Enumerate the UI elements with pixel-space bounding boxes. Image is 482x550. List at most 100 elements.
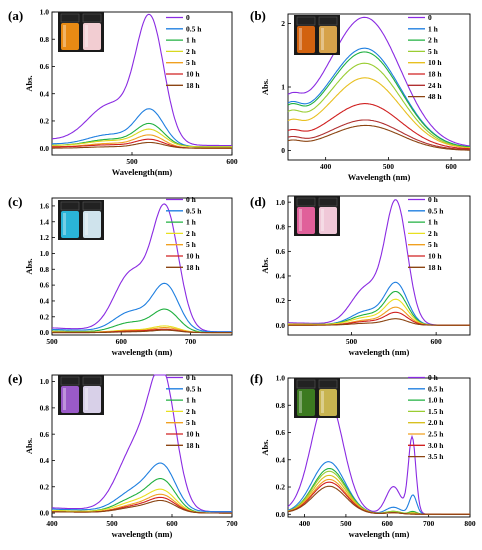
y-tick-label: 0.8 [276,222,286,231]
panel-label: (c) [8,194,22,209]
vial-glint [85,213,88,235]
series-line-2h [52,128,232,148]
y-axis-title: Abs. [260,257,270,273]
legend-label: 0 [186,13,190,22]
y-tick-label: 0.0 [276,321,286,330]
y-tick-label: 0.6 [276,247,286,256]
legend-label: 0.5 h [428,206,444,215]
plot-frame [51,197,233,336]
series-line-18h [51,499,232,514]
y-tick-label: 1 [281,83,285,92]
series-line-48h [287,124,470,151]
y-tick-label: 0.2 [40,312,50,321]
plot-frame [287,195,471,336]
y-tick-label: 0.2 [40,117,50,126]
vial-solution [297,207,315,234]
series-line-3p5h [287,485,470,515]
vial-photo [294,196,340,236]
vial-cap [82,13,102,23]
y-tick-label: 1.0 [276,198,286,207]
y-tick-label: 0.0 [276,510,286,519]
vial-glint [321,209,324,231]
legend-label: 18 h [186,263,200,272]
panel-label: (d) [250,194,266,209]
vial-glint [85,25,88,47]
legend-label: 10 h [186,70,200,79]
series-line-10h [287,77,470,149]
vial-solution [61,211,79,238]
legend-label: 2 h [186,47,197,56]
legend-label: 18 h [186,441,200,450]
panel-label: (e) [8,371,22,386]
panel-d: (d) 500 600 0.0 0.2 0.4 0.6 0.8 1.0 wavelength (n… [250,194,471,357]
legend-label: 18 h [428,70,442,79]
legend-label: 2 h [186,407,197,416]
x-tick-label: 400 [46,519,58,528]
x-tick-label: 600 [431,337,443,346]
y-tick-label: 0.4 [40,89,50,98]
vial-solution [61,386,79,413]
y-tick-label: 0.8 [40,265,50,274]
series-line-0 [287,16,471,147]
vial-photo [58,12,104,52]
y-tick-label: 1.0 [276,374,286,383]
vial-glint [63,388,66,410]
y-axis-title: Abs. [24,438,34,454]
vial-solution [319,389,337,416]
x-tick-label: 500 [383,162,395,171]
series-line-0h [52,203,232,333]
legend-label: 1 h [186,396,197,405]
x-tick-label: 400 [299,519,311,528]
legend-label: 2 h [186,229,197,238]
legend-label: 0.5 h [428,384,444,393]
panel-b: (b) 400 500 600 0 1 2 Wavelength (nm) Abs. 0 1 h 2 … [250,8,471,182]
legend-label: 1.5 h [428,407,444,416]
plot-frame [287,377,471,518]
series-line-5h [287,62,471,149]
series-line-0p5h [52,462,232,513]
vial-cap [318,379,338,389]
legend-label: 2.0 h [428,418,444,427]
y-tick-label: 0.4 [276,272,286,281]
panel-label: (f) [250,371,263,386]
vial-glint [321,391,324,413]
series-line-1h [288,290,470,326]
series-line-1h [51,478,232,514]
series-line-0 [51,13,232,147]
y-axis-title: Abs. [24,258,34,274]
x-tick-label: 600 [446,162,458,171]
x-tick-label: 700 [226,519,238,528]
y-tick-label: 1.6 [40,202,50,211]
legend-label: 1 h [428,24,439,33]
x-axis-title: Wavelength(nm) [112,167,173,177]
legend-label: 18 h [186,81,200,90]
y-tick-label: 0.0 [40,509,50,518]
legend-label: 1 h [186,36,197,45]
legend-label: 5 h [186,240,197,249]
series-line-0p5h [52,282,232,333]
vial-solution [319,207,337,234]
legend-label: 0.5 h [186,206,202,215]
x-tick-label: 500 [106,519,118,528]
y-tick-label: 0.2 [276,296,286,305]
series-line-18h [288,318,470,326]
plot-frame [51,11,233,156]
x-axis-title: wavelength (nm) [349,347,410,357]
y-tick-label: 2 [281,19,285,28]
vial-solution [83,386,101,413]
legend-label: 3.5 h [428,452,444,461]
vial-cap [60,13,80,23]
x-tick-label: 600 [382,519,394,528]
series-line-2h [287,51,471,148]
y-tick-label: 0.8 [40,403,50,412]
legend-label: 18 h [428,263,442,272]
series-line-1h [287,47,471,148]
plot-frame [51,374,233,518]
y-tick-label: 0.0 [40,328,50,337]
vial-glint [63,25,66,47]
series-line-18h [52,141,232,149]
series-line-1p5h [287,470,470,515]
legend-label: 0 [428,13,432,22]
legend-label: 2 h [428,36,439,45]
series-line-18h [52,329,232,334]
